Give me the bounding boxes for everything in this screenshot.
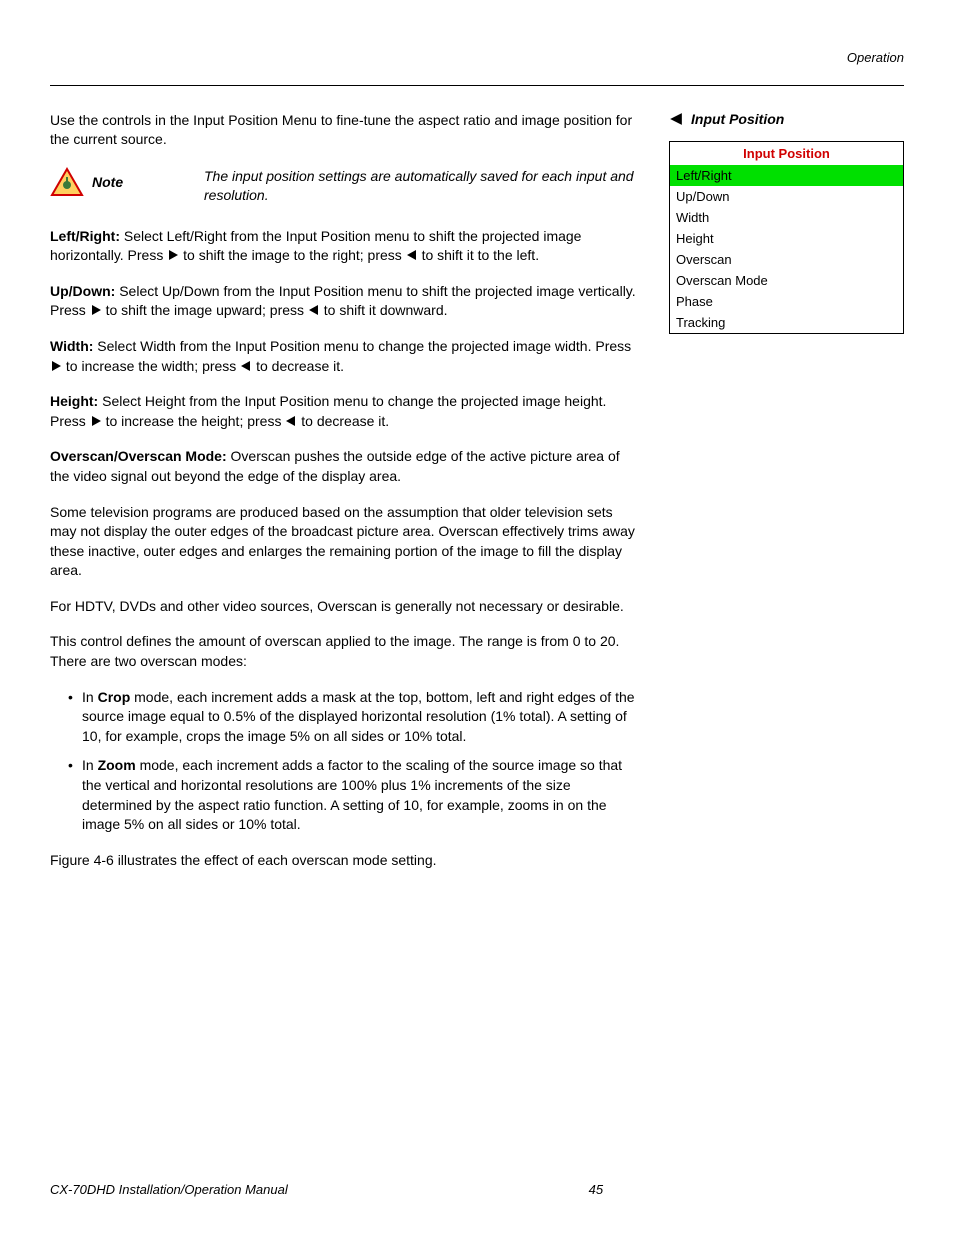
- w-label: Width:: [50, 338, 93, 354]
- para-height: Height: Select Height from the Input Pos…: [50, 392, 641, 431]
- zoom-label: Zoom: [98, 757, 136, 773]
- lr-label: Left/Right:: [50, 228, 120, 244]
- w-a: Select Width from the Input Position men…: [93, 338, 631, 354]
- h-b: to increase the height; press: [102, 413, 286, 429]
- arrow-right-icon: [50, 360, 62, 372]
- h-label: Height:: [50, 393, 98, 409]
- ud-label: Up/Down:: [50, 283, 115, 299]
- arrow-left-icon: [406, 249, 418, 261]
- para-left-right: Left/Right: Select Left/Right from the I…: [50, 227, 641, 266]
- main-column: Use the controls in the Input Position M…: [50, 111, 641, 886]
- note-label: Note: [92, 174, 123, 190]
- warning-icon: [50, 167, 84, 197]
- input-position-menu: Input Position Left/RightUp/DownWidthHei…: [669, 141, 904, 334]
- para-overscan-2: Some television programs are produced ba…: [50, 503, 641, 581]
- menu-item[interactable]: Overscan Mode: [670, 270, 903, 291]
- section-callout: Input Position: [669, 111, 904, 127]
- menu-item[interactable]: Up/Down: [670, 186, 903, 207]
- para-overscan-intro: Overscan/Overscan Mode: Overscan pushes …: [50, 447, 641, 486]
- arrow-left-icon: [285, 415, 297, 427]
- list-item-crop: In Crop mode, each increment adds a mask…: [68, 688, 641, 747]
- para-width: Width: Select Width from the Input Posit…: [50, 337, 641, 376]
- para-overscan-4: This control defines the amount of overs…: [50, 632, 641, 671]
- arrow-left-icon: [240, 360, 252, 372]
- intro-text: Use the controls in the Input Position M…: [50, 111, 641, 149]
- arrow-right-icon: [167, 249, 179, 261]
- crop-text: mode, each increment adds a mask at the …: [82, 689, 635, 744]
- menu-item[interactable]: Overscan: [670, 249, 903, 270]
- footer-page-number: 45: [589, 1182, 603, 1197]
- menu-item[interactable]: Left/Right: [670, 165, 903, 186]
- list-item-zoom: In Zoom mode, each increment adds a fact…: [68, 756, 641, 834]
- h-c: to decrease it.: [297, 413, 389, 429]
- para-figure-ref: Figure 4-6 illustrates the effect of eac…: [50, 851, 641, 871]
- w-b: to increase the width; press: [62, 358, 240, 374]
- menu-title: Input Position: [670, 142, 903, 165]
- note-text: The input position settings are automati…: [204, 167, 641, 205]
- arrow-left-icon: [308, 304, 320, 316]
- ud-c: to shift it downward.: [320, 302, 448, 318]
- side-column: Input Position Input Position Left/Right…: [669, 111, 904, 886]
- zoom-text: mode, each increment adds a factor to th…: [82, 757, 622, 832]
- para-overscan-3: For HDTV, DVDs and other video sources, …: [50, 597, 641, 617]
- arrow-left-icon: [669, 112, 683, 126]
- w-c: to decrease it.: [252, 358, 344, 374]
- callout-label: Input Position: [691, 111, 784, 127]
- arrow-right-icon: [90, 415, 102, 427]
- menu-item[interactable]: Phase: [670, 291, 903, 312]
- arrow-right-icon: [90, 304, 102, 316]
- divider-top: [50, 85, 904, 86]
- ud-b: to shift the image upward; press: [102, 302, 308, 318]
- menu-item[interactable]: Width: [670, 207, 903, 228]
- crop-label: Crop: [98, 689, 131, 705]
- footer-doc-title: CX-70DHD Installation/Operation Manual: [50, 1182, 288, 1197]
- content-wrap: Use the controls in the Input Position M…: [50, 111, 904, 886]
- lr-c: to shift it to the left.: [418, 247, 539, 263]
- lr-b: to shift the image to the right; press: [179, 247, 405, 263]
- menu-item[interactable]: Tracking: [670, 312, 903, 333]
- header-section: Operation: [50, 50, 904, 85]
- note-icon-wrap: Note: [50, 167, 190, 197]
- overscan-modes-list: In Crop mode, each increment adds a mask…: [50, 688, 641, 835]
- zoom-pre: In: [82, 757, 98, 773]
- note-block: Note The input position settings are aut…: [50, 167, 641, 205]
- page-footer: CX-70DHD Installation/Operation Manual 4…: [50, 1182, 904, 1197]
- para-up-down: Up/Down: Select Up/Down from the Input P…: [50, 282, 641, 321]
- crop-pre: In: [82, 689, 98, 705]
- menu-item[interactable]: Height: [670, 228, 903, 249]
- ov-label: Overscan/Overscan Mode:: [50, 448, 227, 464]
